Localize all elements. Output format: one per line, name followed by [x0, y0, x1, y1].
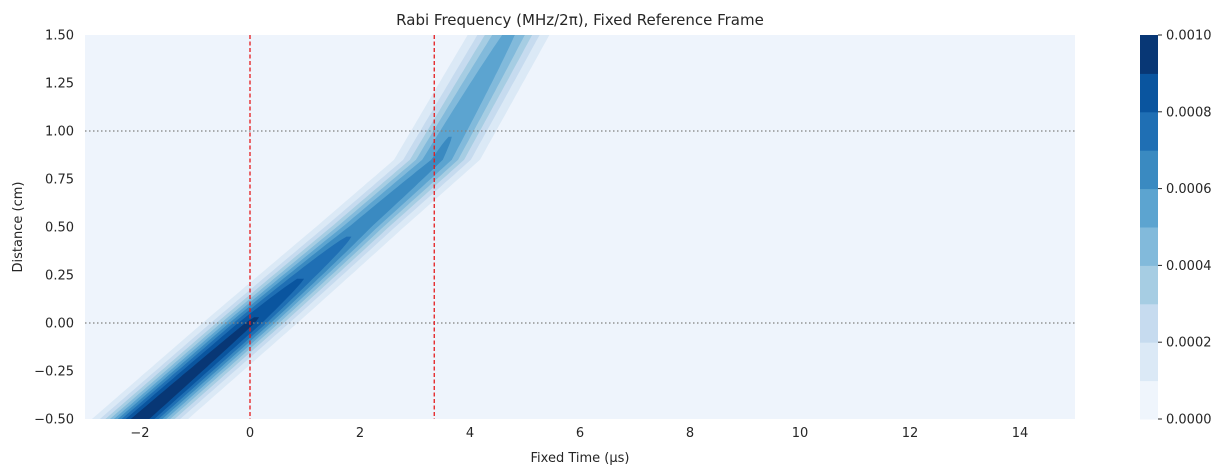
y-tick-label: 1.00 — [45, 125, 74, 140]
colorbar-level-5 — [1140, 188, 1158, 228]
x-tick-label: 14 — [1012, 426, 1029, 441]
colorbar: 0.0000 0.0002 0.0004 0.0006 0.0008 0.0010 — [1140, 29, 1212, 428]
colorbar-tick-label: 0.0008 — [1166, 105, 1212, 120]
y-axis-label: Distance (cm) — [11, 182, 26, 273]
colorbar-level-3 — [1140, 265, 1158, 305]
y-tick-label: −0.50 — [34, 413, 74, 428]
x-axis-label: Fixed Time (µs) — [531, 451, 630, 466]
x-tick-label: 10 — [792, 426, 809, 441]
colorbar-tick-label: 0.0002 — [1166, 336, 1212, 351]
x-tick-label: −2 — [130, 426, 149, 441]
x-tick-label: 2 — [356, 426, 364, 441]
x-tick-label: 6 — [576, 426, 584, 441]
colorbar-tick-label: 0.0000 — [1166, 413, 1212, 428]
x-axis-ticks: −2 0 2 4 6 8 10 12 14 — [130, 426, 1028, 441]
colorbar-tick-label: 0.0010 — [1166, 29, 1212, 44]
contour-level-9 — [130, 317, 260, 419]
x-tick-label: 0 — [246, 426, 254, 441]
colorbar-level-6 — [1140, 150, 1158, 190]
colorbar-level-7 — [1140, 111, 1158, 151]
contour-level-6 — [117, 136, 452, 419]
y-tick-label: 1.50 — [45, 29, 74, 44]
colorbar-ticks: 0.0000 0.0002 0.0004 0.0006 0.0008 0.0010 — [1158, 29, 1212, 428]
colorbar-level-2 — [1140, 303, 1158, 343]
x-tick-label: 4 — [466, 426, 474, 441]
y-tick-label: 0.00 — [45, 317, 74, 332]
y-tick-label: 0.25 — [45, 269, 74, 284]
colorbar-cells — [1140, 35, 1158, 420]
chart-title: Rabi Frequency (MHz/2π), Fixed Reference… — [396, 11, 764, 29]
y-tick-label: 1.25 — [45, 77, 74, 92]
colorbar-tick-label: 0.0006 — [1166, 182, 1212, 197]
colorbar-level-0 — [1140, 380, 1158, 420]
colorbar-level-9 — [1140, 35, 1158, 74]
y-tick-label: −0.25 — [34, 365, 74, 380]
plot-area — [85, 35, 1075, 419]
vertical-reference-lines — [249, 35, 435, 419]
colorbar-level-1 — [1140, 342, 1158, 382]
colorbar-tick-label: 0.0004 — [1166, 259, 1212, 274]
x-tick-label: 12 — [902, 426, 919, 441]
y-axis-ticks: −0.50 −0.25 0.00 0.25 0.50 0.75 1.00 1.25 1.50 — [34, 29, 74, 428]
y-tick-label: 0.50 — [45, 221, 74, 236]
colorbar-level-8 — [1140, 73, 1158, 113]
x-tick-label: 8 — [686, 426, 694, 441]
colorbar-level-4 — [1140, 227, 1158, 266]
y-tick-label: 0.75 — [45, 173, 74, 188]
